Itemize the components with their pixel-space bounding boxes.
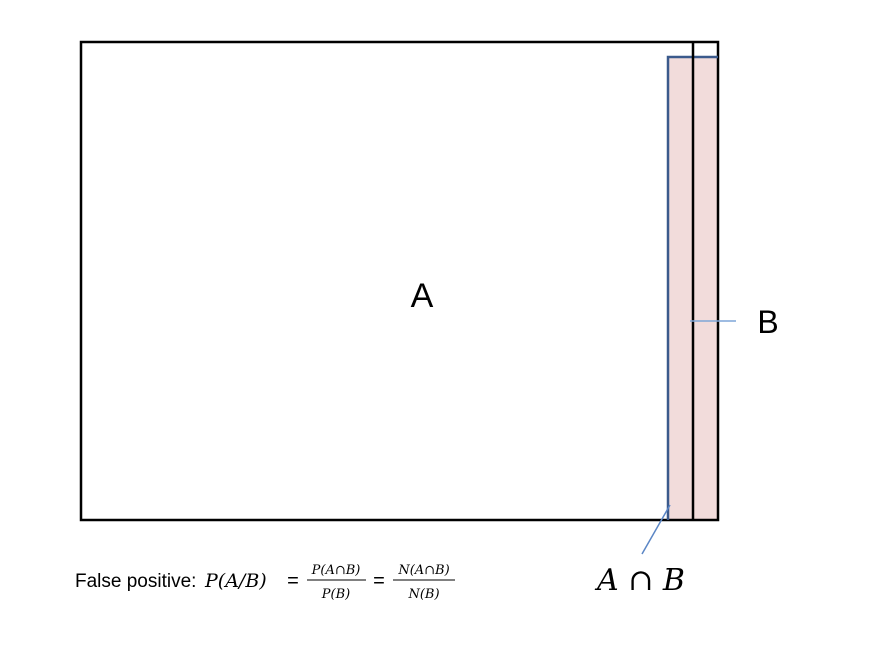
false-positive-formula: False positive: P(A/B) = P(A∩B) P(B) = N… bbox=[75, 563, 455, 602]
formula-lhs: P(A/B) bbox=[204, 570, 267, 592]
formula-prefix: False positive: bbox=[75, 571, 202, 592]
fraction-2-numerator: N(A∩B) bbox=[397, 563, 449, 578]
formula-eq-1: = bbox=[287, 570, 299, 592]
fraction-1-denominator: P(B) bbox=[321, 587, 350, 602]
fraction-1-numerator: P(A∩B) bbox=[311, 563, 361, 578]
label-a: A bbox=[411, 277, 434, 315]
intersection-leader-line bbox=[641, 504, 671, 555]
formula-eq-2: = bbox=[373, 570, 385, 592]
fraction-2-denominator: N(B) bbox=[407, 587, 439, 602]
label-b: B bbox=[757, 304, 778, 340]
label-intersection: A ∩ B bbox=[594, 563, 685, 598]
set-b-outline bbox=[666, 55, 718, 520]
set-a-rectangle bbox=[79, 40, 720, 522]
